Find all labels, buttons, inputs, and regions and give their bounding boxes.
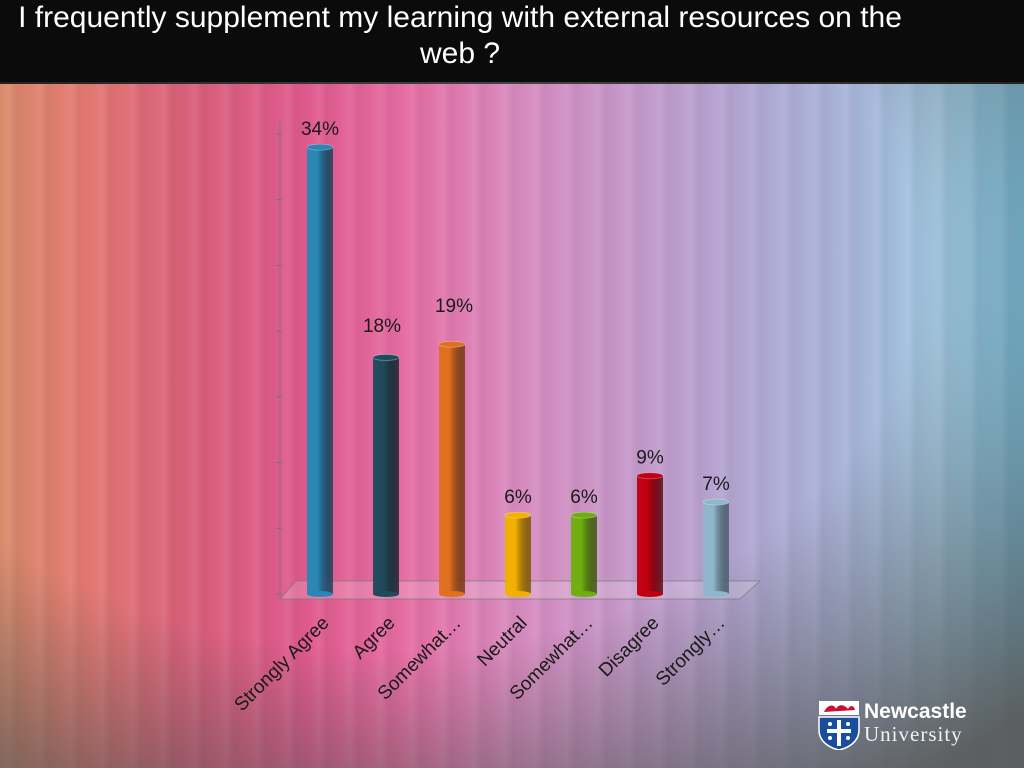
logo-line-1: Newcastle xyxy=(864,700,967,723)
data-label: 18% xyxy=(363,316,401,337)
bar-base xyxy=(571,591,597,597)
background-shade xyxy=(0,84,1024,768)
category-label: Strongly Agree xyxy=(231,613,334,716)
crest-icon xyxy=(818,701,860,751)
data-label: 6% xyxy=(504,487,532,508)
bar-top xyxy=(570,511,598,519)
chart-bars xyxy=(306,143,730,597)
category-label: Strongly… xyxy=(652,613,730,691)
bar-shading xyxy=(373,357,399,594)
bar-top xyxy=(306,143,334,151)
bar-base xyxy=(505,591,531,597)
bar-shading xyxy=(637,475,663,594)
data-label: 9% xyxy=(636,448,664,469)
data-label: 34% xyxy=(301,119,339,140)
bar-chart: 34%Strongly Agree18%Agree19%Somewhat…6%N… xyxy=(231,119,762,716)
bar-base xyxy=(307,591,333,597)
chart-labels: 34%Strongly Agree18%Agree19%Somewhat…6%N… xyxy=(231,119,730,716)
bar-top xyxy=(438,340,466,348)
category-label: Disagree xyxy=(595,613,664,682)
category-label: Agree xyxy=(349,613,400,664)
data-label: 7% xyxy=(702,474,730,495)
bar-shading xyxy=(505,515,531,594)
category-label: Neutral xyxy=(473,613,531,671)
title-bar: I frequently supplement my learning with… xyxy=(0,0,1024,84)
data-label: 6% xyxy=(570,487,598,508)
bar-top xyxy=(372,354,400,361)
bar-top xyxy=(636,472,664,480)
bar-top xyxy=(504,511,532,519)
bar-shading xyxy=(571,515,597,594)
bar-top xyxy=(702,498,730,506)
bar-shading xyxy=(439,344,465,594)
bar-shading xyxy=(703,502,729,594)
bar-shading xyxy=(307,147,333,594)
chart-title: I frequently supplement my learning with… xyxy=(18,1,902,70)
logo-line-2: University xyxy=(864,722,963,746)
bar-base xyxy=(703,591,729,597)
bar-base xyxy=(637,591,663,597)
bar-base xyxy=(439,591,465,597)
data-label: 19% xyxy=(435,296,473,317)
bar-base xyxy=(373,591,399,597)
title-divider xyxy=(0,82,1024,84)
university-logo: Newcastle University xyxy=(818,700,988,752)
